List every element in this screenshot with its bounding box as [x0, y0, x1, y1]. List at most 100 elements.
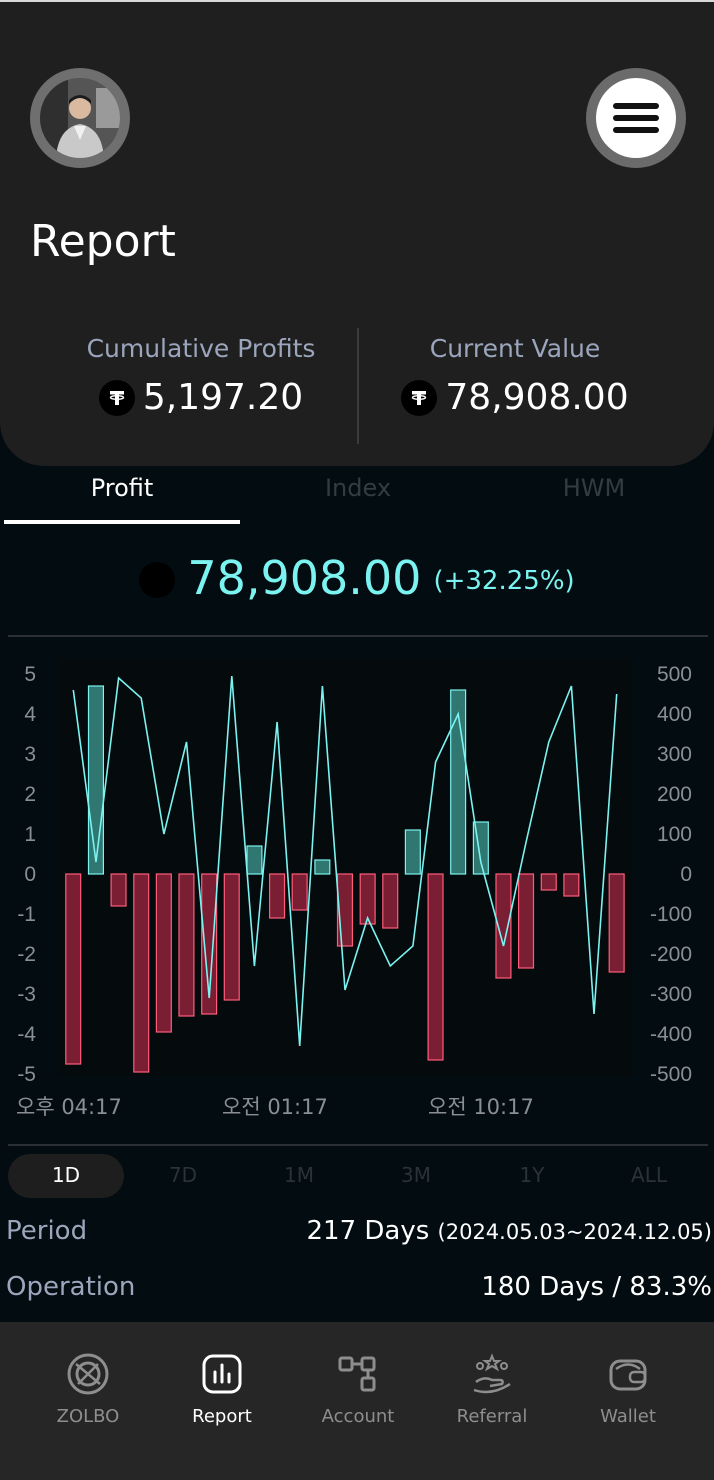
y-left-tick-label: 2	[24, 783, 36, 806]
y-right-tick-label: 400	[657, 703, 692, 726]
user-avatar[interactable]	[30, 68, 130, 168]
chart-tabs: Profit Index HWM	[0, 466, 714, 524]
divider	[8, 1144, 708, 1146]
referral-icon	[473, 1353, 511, 1394]
stat-value: 5,197.20	[142, 377, 304, 418]
y-right-tick-label: 0	[680, 863, 692, 886]
y-left-tick-label: 1	[24, 823, 36, 846]
period-label: Period	[6, 1216, 88, 1246]
y-left-tick-label: 0	[24, 863, 36, 886]
y-left-tick-label: -4	[17, 1023, 36, 1046]
profit-chart: 5 4 3 2 1 0 -1 -2 -3 -4 -5 500 400 300 200 100 0 -100 -20…	[16, 658, 692, 1119]
y-left-tick-label: -3	[17, 983, 36, 1006]
stat-label: Cumulative Profits	[86, 334, 316, 363]
bottom-nav: ZOLBO Report Account Referral	[0, 1322, 714, 1480]
hamburger-menu-icon	[596, 78, 676, 158]
tab-index[interactable]: Index	[324, 474, 392, 502]
period-value: 217 Days (2024.05.03~2024.12.05)	[306, 1216, 712, 1246]
tether-icon	[98, 379, 135, 416]
y-left-tick-label: -1	[17, 903, 36, 926]
stat-label: Current Value	[429, 334, 601, 363]
x-tick-label: 오후 04:17	[16, 1095, 122, 1119]
zolbo-icon	[67, 1353, 109, 1395]
profit-bar-negative	[223, 873, 240, 1001]
profit-bar-negative	[517, 873, 535, 969]
tab-profit[interactable]: Profit	[4, 466, 240, 524]
profit-bar-positive	[246, 845, 263, 875]
profit-bar-positive	[87, 685, 104, 875]
cumulative-profits-stat: Cumulative Profits 5,197.20	[70, 334, 332, 418]
profit-bar-negative	[65, 873, 82, 1065]
nav-item-referral[interactable]: Referral	[432, 1352, 552, 1427]
profit-bar-negative	[382, 873, 399, 929]
avatar-photo	[40, 78, 120, 158]
range-7d[interactable]: 7D	[168, 1163, 198, 1187]
wallet-icon	[609, 1359, 647, 1391]
profit-bar-negative	[540, 873, 557, 891]
divider	[8, 635, 708, 637]
profit-bar-negative	[427, 873, 444, 1061]
profit-bar-negative	[201, 873, 218, 1015]
profit-bar-negative	[291, 873, 308, 911]
y-left-tick-label: 5	[24, 663, 36, 686]
tether-icon	[401, 379, 438, 416]
profit-bar-negative	[359, 873, 376, 925]
profit-bar-negative	[495, 873, 512, 979]
nav-label: Report	[192, 1406, 252, 1427]
profit-bar-positive	[404, 829, 421, 875]
y-right-tick-label: 500	[657, 663, 692, 686]
nav-label: Referral	[456, 1406, 528, 1427]
stat-value: 78,908.00	[445, 377, 629, 418]
x-tick-label: 오전 01:17	[222, 1095, 328, 1119]
plot-area	[58, 658, 632, 1076]
y-left-tick-label: 4	[24, 703, 36, 726]
page-title: Report	[30, 216, 176, 267]
stat-divider	[357, 328, 359, 444]
period-row: Period 217 Days (2024.05.03~2024.12.05)	[6, 1216, 712, 1256]
y-right-tick-label: -500	[650, 1063, 692, 1086]
nav-label: Wallet	[600, 1406, 656, 1427]
range-all[interactable]: ALL	[631, 1163, 667, 1187]
profit-bar-negative	[133, 873, 150, 1073]
operation-value: 180 Days / 83.3%	[481, 1272, 712, 1302]
menu-button[interactable]	[586, 68, 686, 168]
profit-bar-negative	[563, 873, 580, 897]
profit-bar-negative	[178, 873, 195, 1017]
profit-bar-negative	[608, 873, 625, 973]
tab-hwm[interactable]: HWM	[562, 474, 626, 502]
value-line	[72, 675, 618, 1047]
y-left-tick-label: -5	[17, 1063, 36, 1086]
y-right-tick-label: -200	[650, 943, 692, 966]
y-right-tick-label: 200	[657, 783, 692, 806]
account-icon	[338, 1356, 376, 1392]
range-selector: 1D 7D 1M 3M 1Y ALL	[8, 1154, 708, 1198]
y-right-tick-label: -400	[650, 1023, 692, 1046]
period-days: 217 Days	[306, 1216, 430, 1246]
report-icon	[202, 1354, 242, 1394]
range-1y[interactable]: 1Y	[519, 1163, 545, 1187]
range-1d[interactable]: 1D	[8, 1154, 124, 1198]
profit-bar-negative	[110, 873, 127, 907]
x-tick-label: 오전 10:17	[428, 1095, 534, 1119]
y-right-tick-label: 100	[657, 823, 692, 846]
profit-bar-negative	[269, 873, 286, 919]
nav-item-wallet[interactable]: Wallet	[568, 1352, 688, 1427]
profit-bar-positive	[314, 859, 331, 875]
nav-item-account[interactable]: Account	[298, 1352, 418, 1427]
summary-change: (+32.25%)	[433, 566, 575, 596]
range-3m[interactable]: 3M	[401, 1163, 431, 1187]
nav-label: Account	[321, 1406, 395, 1427]
summary-value: 78,908.00	[187, 551, 422, 605]
operation-row: Operation 180 Days / 83.3%	[6, 1272, 712, 1312]
summary-value-row: 78,908.00 (+32.25%)	[0, 548, 714, 608]
range-1m[interactable]: 1M	[284, 1163, 314, 1187]
y-left-tick-label: -2	[17, 943, 36, 966]
coin-dot-icon	[139, 562, 176, 598]
avatar-person-icon	[40, 78, 120, 158]
period-range: (2024.05.03~2024.12.05)	[437, 1220, 712, 1244]
nav-item-report[interactable]: Report	[162, 1352, 282, 1427]
y-right-tick-label: -100	[650, 903, 692, 926]
nav-item-zolbo[interactable]: ZOLBO	[28, 1352, 148, 1427]
report-header: Report Cumulative Profits 5,197.20 Curre…	[0, 0, 714, 466]
nav-label: ZOLBO	[56, 1406, 120, 1427]
